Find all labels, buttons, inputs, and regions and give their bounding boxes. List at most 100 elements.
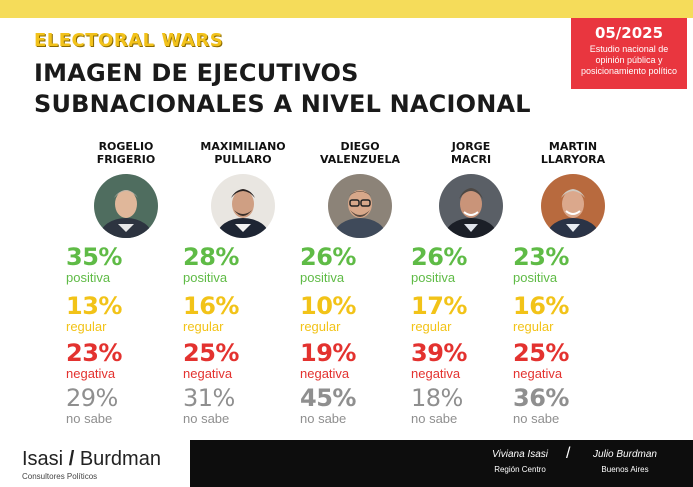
candidate-column: MARTIN LLARYORA 23% positiva 16% regular 2… [513, 140, 633, 425]
unknown-stat: 31% no sabe [183, 385, 235, 425]
regular-label: regular [300, 319, 341, 334]
regular-label: regular [66, 319, 107, 334]
unknown-stat: 29% no sabe [66, 385, 118, 425]
signature-separator: / [566, 445, 571, 462]
signature-1-place: Región Centro [494, 465, 546, 474]
firm-slash: / [68, 448, 75, 470]
unknown-label: no sabe [66, 411, 113, 426]
regular-label: regular [411, 319, 452, 334]
negative-label: negativa [66, 366, 116, 381]
regular-label: regular [183, 319, 224, 334]
regular-value: 16% [513, 292, 569, 320]
candidate-first-name: ROGELIO [98, 140, 154, 153]
regular-value: 16% [183, 292, 239, 320]
candidate-column: JORGE MACRI 26% positiva 17% regular 39% ne… [411, 140, 531, 425]
candidate-first-name: MAXIMILIANO [200, 140, 286, 153]
candidate-last-name: MACRI [450, 153, 492, 166]
candidate-last-name: PULLARO [214, 153, 272, 166]
negative-label: negativa [411, 366, 461, 381]
negative-stat: 23% negativa [66, 340, 122, 380]
regular-value: 17% [411, 292, 467, 320]
candidate-last-name: LLARYORA [540, 153, 606, 166]
positive-stat: 23% positiva [513, 244, 569, 284]
footer-signature-bar [190, 440, 693, 487]
brand-logo: ELECTORAL WARS [34, 30, 224, 51]
negative-value: 19% [300, 339, 356, 367]
negative-stat: 19% negativa [300, 340, 356, 380]
firm-logo: Isasi / Burdman [22, 448, 161, 471]
signature-2-name: Julio Burdman [593, 449, 657, 460]
regular-stat: 10% regular [300, 293, 356, 333]
regular-value: 10% [300, 292, 356, 320]
badge-description: Estudio nacional de opinión pública y po… [571, 44, 687, 77]
unknown-value: 29% [66, 384, 118, 412]
negative-value: 39% [411, 339, 467, 367]
candidate-first-name: DIEGO [340, 140, 380, 153]
top-accent-bar [0, 0, 693, 18]
positive-stat: 35% positiva [66, 244, 122, 284]
negative-label: negativa [183, 366, 233, 381]
candidate-name: MAXIMILIANO PULLARO [183, 140, 303, 170]
candidate-first-name: JORGE [451, 140, 491, 153]
candidate-column: MAXIMILIANO PULLARO 28% positiva 16% regul… [183, 140, 303, 425]
unknown-value: 31% [183, 384, 235, 412]
unknown-value: 36% [513, 384, 569, 412]
date-badge: 05/2025 Estudio nacional de opinión públ… [571, 18, 687, 89]
positive-stat: 28% positiva [183, 244, 239, 284]
regular-stat: 13% regular [66, 293, 122, 333]
unknown-label: no sabe [300, 411, 347, 426]
negative-value: 25% [183, 339, 239, 367]
candidate-column: DIEGO VALENZUELA 26% positiva 10% regular … [300, 140, 420, 425]
candidate-column: ROGELIO FRIGERIO 35% positiva 13% regular … [66, 140, 186, 425]
page-title-line-1: IMAGEN DE EJECUTIVOS [34, 59, 359, 87]
unknown-stat: 45% no sabe [300, 385, 356, 425]
candidate-name: DIEGO VALENZUELA [300, 140, 420, 170]
positive-stat: 26% positiva [300, 244, 356, 284]
negative-stat: 25% negativa [513, 340, 569, 380]
candidate-photo [328, 174, 392, 238]
candidate-first-name: MARTIN [548, 140, 598, 153]
negative-stat: 39% negativa [411, 340, 467, 380]
negative-label: negativa [513, 366, 563, 381]
positive-label: positiva [183, 270, 228, 285]
unknown-label: no sabe [411, 411, 458, 426]
negative-value: 23% [66, 339, 122, 367]
badge-date: 05/2025 [594, 24, 664, 42]
unknown-value: 18% [411, 384, 463, 412]
regular-label: regular [513, 319, 554, 334]
unknown-label: no sabe [513, 411, 560, 426]
unknown-value: 45% [300, 384, 356, 412]
footer-logo-area [0, 440, 190, 487]
firm-name-part-2: Burdman [79, 448, 161, 470]
positive-value: 28% [183, 243, 239, 271]
candidate-name: MARTIN LLARYORA [513, 140, 633, 170]
positive-label: positiva [411, 270, 456, 285]
positive-label: positiva [513, 270, 558, 285]
signature-2: Julio Burdman Buenos Aires [582, 448, 668, 475]
negative-label: negativa [300, 366, 350, 381]
candidate-photo [541, 174, 605, 238]
positive-label: positiva [66, 270, 111, 285]
candidate-last-name: FRIGERIO [96, 153, 156, 166]
firm-name-part-1: Isasi [22, 448, 64, 470]
candidate-photo [439, 174, 503, 238]
badge-desc-line-2: opinión pública y [595, 55, 663, 65]
regular-stat: 16% regular [183, 293, 239, 333]
signature-1-name: Viviana Isasi [492, 449, 548, 460]
unknown-label: no sabe [183, 411, 230, 426]
candidate-name: JORGE MACRI [411, 140, 531, 170]
positive-value: 26% [411, 243, 467, 271]
positive-stat: 26% positiva [411, 244, 467, 284]
regular-stat: 17% regular [411, 293, 467, 333]
firm-subtitle: Consultores Políticos [22, 472, 98, 481]
positive-label: positiva [300, 270, 345, 285]
positive-value: 23% [513, 243, 569, 271]
negative-value: 25% [513, 339, 569, 367]
unknown-stat: 18% no sabe [411, 385, 463, 425]
candidate-photo [211, 174, 275, 238]
negative-stat: 25% negativa [183, 340, 239, 380]
badge-desc-line-3: posicionamiento político [580, 66, 678, 76]
unknown-stat: 36% no sabe [513, 385, 569, 425]
page-title: IMAGEN DE EJECUTIVOS SUBNACIONALES A NIV… [34, 58, 531, 120]
candidate-name: ROGELIO FRIGERIO [66, 140, 186, 170]
